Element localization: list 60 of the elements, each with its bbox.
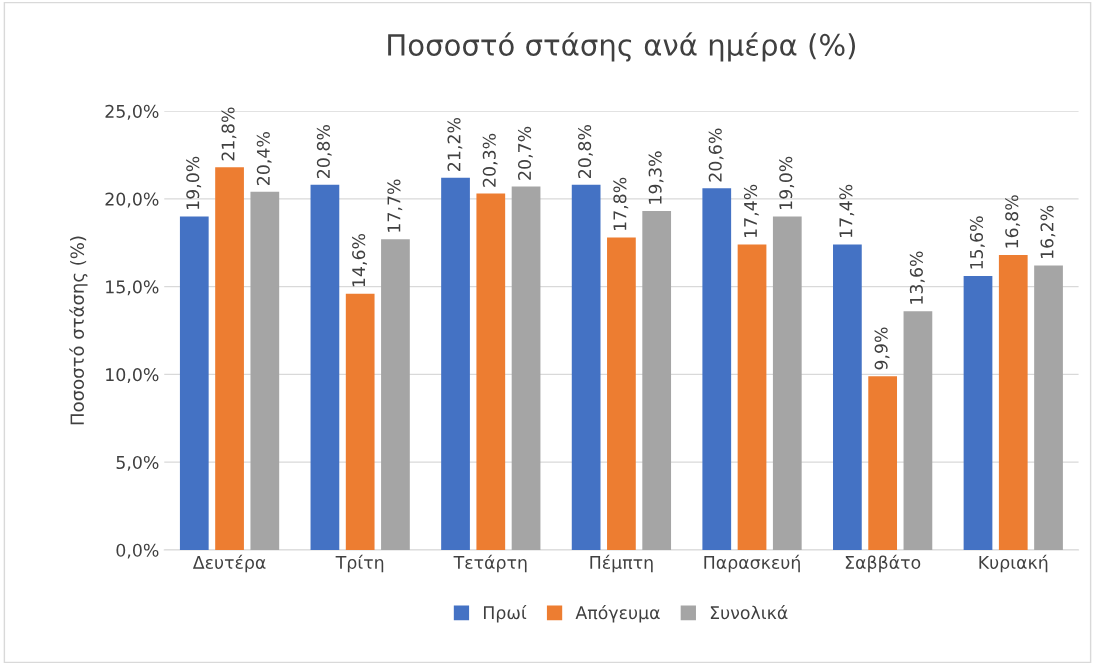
data-label: 20,7% [517, 126, 533, 180]
bar [642, 211, 672, 550]
data-label: 9,9% [874, 327, 890, 370]
x-tick-label: Τετάρτη [453, 554, 527, 573]
bar [607, 237, 636, 550]
data-label: 20,8% [316, 125, 332, 178]
data-label: 20,8% [578, 125, 593, 178]
bar [963, 276, 993, 550]
x-tick-label: Σαββάτο [845, 554, 921, 573]
x-tick-label: Παρασκευή [704, 554, 800, 573]
y-tick-label: 0,0% [116, 543, 159, 559]
data-label: 16,8% [1005, 195, 1021, 248]
bar [1034, 265, 1063, 550]
y-tick-label: 10,0% [106, 368, 159, 384]
data-label: 21,2% [447, 118, 463, 171]
data-label: 17,4% [839, 184, 855, 238]
legend-label: Πρωί [483, 605, 527, 623]
data-label: 16,2% [1040, 205, 1056, 259]
bar [345, 293, 375, 550]
data-label: 15,6% [969, 216, 985, 269]
x-tick-label: Τρίτη [335, 554, 384, 573]
data-label: 19,0% [186, 156, 202, 209]
chart-title: Ποσοστό στάσης ανά ημέρα (%) [388, 32, 856, 62]
bar [250, 191, 280, 550]
data-label: 20,4% [256, 132, 272, 185]
legend-label: Απόγευμα [575, 605, 660, 623]
data-label: 20,6% [708, 128, 724, 182]
bar [868, 376, 898, 550]
bar [737, 244, 767, 550]
legend-label: Συνολικά [710, 605, 788, 620]
bar [215, 167, 244, 550]
bar [833, 244, 862, 550]
bar [772, 216, 802, 550]
data-label: 21,8% [221, 107, 237, 161]
data-label: 17,4% [743, 184, 759, 238]
x-tick-label: Δευτέρα [192, 554, 266, 573]
bar [381, 239, 410, 550]
bar [998, 255, 1028, 550]
data-label: 14,6% [352, 233, 367, 287]
y-axis-title: Ποσοστό στάσης (%) [69, 236, 88, 425]
bar [441, 177, 470, 550]
bar [903, 311, 933, 550]
data-label: 19,0% [779, 156, 795, 209]
bar [571, 184, 601, 550]
y-tick-label: 5,0% [116, 455, 159, 471]
bar [179, 216, 209, 550]
data-label: 17,8% [613, 177, 629, 230]
data-label: 19,3% [648, 151, 664, 204]
y-tick-label: 15,0% [106, 280, 159, 296]
x-tick-label: Κυριακή [979, 554, 1048, 573]
data-label: 13,6% [909, 251, 925, 304]
x-tick-label: Πέμπτη [590, 554, 653, 573]
y-tick-label: 20,0% [105, 192, 159, 208]
bar [476, 193, 506, 550]
y-tick-label: 25,0% [105, 104, 159, 120]
bar [702, 188, 732, 550]
data-label: 17,7% [387, 179, 403, 232]
data-label: 20,3% [482, 133, 498, 187]
bar [511, 186, 541, 550]
bar [310, 184, 340, 550]
